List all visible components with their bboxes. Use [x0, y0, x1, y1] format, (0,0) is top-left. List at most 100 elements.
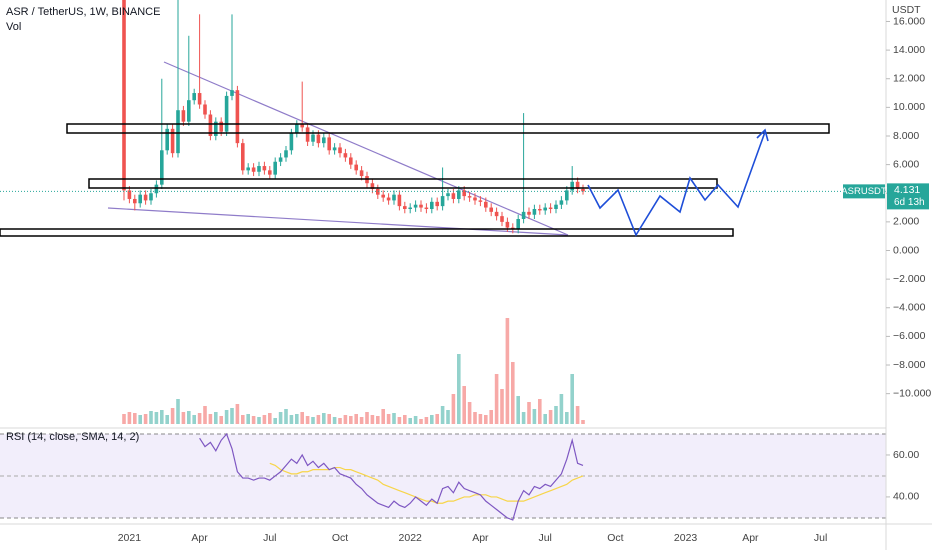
projection-arrow [756, 128, 769, 142]
volume-bar [538, 399, 542, 424]
candle-body [246, 167, 250, 171]
symbol-tag [843, 184, 885, 199]
y-tick-label: −8.000 [893, 359, 926, 371]
candle-body [192, 93, 196, 101]
volume-bar [208, 414, 213, 424]
candle-body [370, 183, 375, 189]
volume-bar [122, 414, 126, 424]
volume-bar [278, 412, 283, 424]
candle-body [467, 196, 472, 198]
volume-bar [473, 412, 477, 424]
candle-body [187, 100, 191, 122]
volume-bar [284, 409, 288, 424]
volume-bar [392, 413, 396, 424]
volume-bar [424, 417, 429, 424]
volume-bar [505, 318, 510, 424]
candle-body [149, 193, 153, 201]
candle-body [170, 128, 175, 154]
x-tick-label: Apr [472, 532, 489, 544]
candle-body [224, 95, 229, 132]
volume-bar [246, 414, 250, 424]
rsi-sma-line [269, 462, 584, 504]
countdown-label: 6d 13h [894, 197, 925, 208]
y-tick-label: −2.000 [893, 273, 926, 285]
volume-bar [149, 411, 153, 424]
candle-body [532, 208, 537, 215]
volume-bar [565, 412, 569, 424]
y-tick-label: 12.000 [893, 73, 925, 85]
y-tick-label: 16.000 [893, 15, 925, 27]
x-tick-label: Jul [263, 532, 276, 544]
volume-bar [138, 415, 142, 424]
volume-bar [548, 410, 553, 424]
candle-body [554, 204, 558, 209]
x-tick-label: Apr [191, 532, 208, 544]
candle-body [440, 196, 445, 207]
volume-bar [435, 414, 439, 424]
candle-body [235, 90, 240, 144]
volume-bar [273, 418, 277, 424]
volume-bar [381, 409, 385, 424]
drawings [0, 123, 830, 237]
candle-body [419, 204, 423, 208]
volume-bar [214, 412, 218, 424]
candle-body [176, 110, 180, 154]
volume-bar [289, 415, 294, 424]
candle-body [262, 166, 267, 171]
candle-body [197, 93, 202, 105]
volume-bar [316, 415, 321, 424]
volume-bar [446, 410, 450, 424]
candle-body [376, 188, 380, 195]
volume-bar [581, 420, 585, 424]
candle-body [548, 207, 553, 209]
candle-body [435, 201, 439, 207]
y-tick-label: 60.00 [893, 449, 919, 461]
volume-bar [462, 386, 466, 424]
volume-bar [500, 389, 504, 424]
volume-bar [354, 414, 358, 424]
volume-bar [408, 418, 412, 424]
volume-bar [516, 396, 520, 424]
y-tick-label: −10.000 [893, 387, 931, 399]
candle-body [138, 194, 142, 204]
y-tick-label: 8.000 [893, 130, 919, 142]
volume-bar [370, 415, 375, 424]
candle-body [343, 153, 348, 158]
volume-bar [397, 417, 402, 424]
volume-bar [478, 414, 483, 424]
x-tick-label: Apr [742, 532, 759, 544]
volume-bar [170, 408, 175, 424]
candle-body [251, 167, 256, 172]
candle-body [543, 207, 547, 211]
candle-body [457, 190, 461, 199]
volume-bar [527, 402, 531, 424]
x-tick-label: Oct [607, 532, 623, 544]
y-axis-label: USDT [892, 4, 921, 16]
volume-bar [457, 354, 461, 424]
volume-bar [327, 414, 331, 424]
candle-body [575, 181, 580, 189]
volume-bar [554, 406, 558, 424]
price-tag [887, 183, 929, 210]
volume-bar [386, 414, 391, 424]
candle-body [349, 157, 353, 165]
volume-bar [268, 413, 272, 424]
trend-line [107, 207, 569, 236]
volume-bar [176, 399, 180, 424]
volume-bar [224, 410, 229, 424]
volume-bar [467, 402, 472, 424]
volume-bar [575, 406, 580, 424]
x-tick-label: Oct [332, 532, 348, 544]
candle-body [424, 207, 429, 209]
candle-body [311, 134, 315, 142]
volume-bar [489, 410, 493, 424]
candle-body [559, 200, 564, 205]
volume-bar [154, 412, 159, 424]
candle-body [408, 207, 412, 209]
volume-bar [181, 412, 186, 424]
candle-body [219, 121, 223, 132]
volume-bar [511, 362, 515, 424]
volume-bar [165, 415, 169, 424]
volume-bar [440, 406, 445, 424]
candle-body [295, 124, 299, 134]
